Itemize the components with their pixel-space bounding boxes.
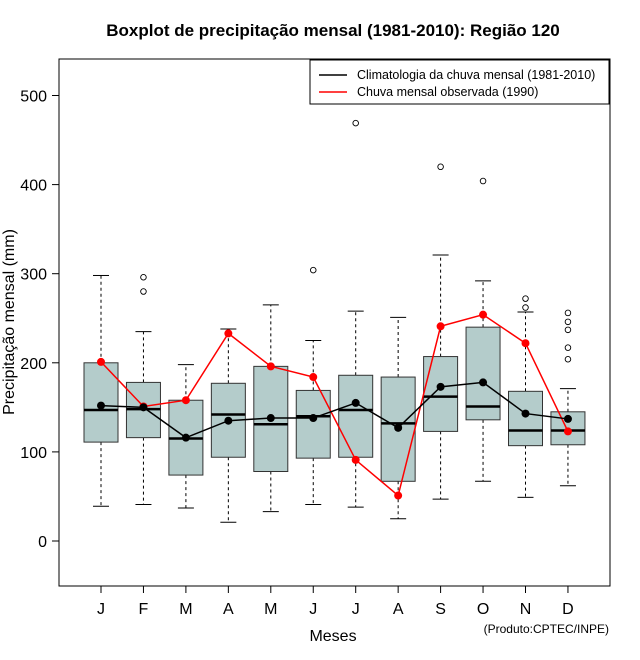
series-point bbox=[394, 423, 403, 432]
x-tick-label: J bbox=[309, 601, 317, 618]
box-12 bbox=[550, 309, 586, 487]
box-iqr bbox=[423, 356, 459, 432]
x-tick-label: F bbox=[139, 601, 149, 618]
legend-label-observed: Chuva mensal observada (1990) bbox=[357, 85, 538, 99]
y-tick-label: 0 bbox=[38, 534, 47, 551]
outlier-point bbox=[140, 288, 147, 295]
outlier-point bbox=[352, 119, 359, 127]
series-point bbox=[139, 403, 148, 412]
outlier-point bbox=[522, 295, 529, 302]
plot-frame bbox=[58, 58, 611, 587]
y-axis-label: Precipitação mensal (mm) bbox=[1, 229, 18, 415]
box-2 bbox=[125, 274, 161, 505]
series-point bbox=[266, 414, 275, 423]
outlier-point bbox=[479, 177, 487, 185]
y-tick-label: 300 bbox=[20, 267, 47, 284]
series-point bbox=[224, 329, 233, 338]
x-tick-label: O bbox=[477, 601, 489, 618]
outlier-point bbox=[564, 309, 572, 317]
y-tick-label: 500 bbox=[20, 89, 47, 106]
series-point bbox=[181, 433, 190, 442]
series-lines bbox=[97, 310, 572, 500]
y-tick-label: 100 bbox=[20, 445, 47, 462]
outlier-point bbox=[564, 355, 572, 363]
outlier-point bbox=[564, 326, 572, 334]
credit-text: (Produto:CPTEC/INPE) bbox=[484, 622, 609, 636]
x-tick-label: D bbox=[562, 601, 574, 618]
box-9 bbox=[423, 163, 459, 500]
series-point bbox=[266, 362, 275, 371]
series-point bbox=[97, 357, 105, 366]
series-point bbox=[309, 373, 318, 382]
series-line bbox=[100, 313, 569, 497]
boxes bbox=[83, 119, 586, 523]
box-11 bbox=[508, 295, 543, 498]
chart-title: Boxplot de precipitação mensal (1981-201… bbox=[106, 21, 560, 40]
outlier-point bbox=[437, 163, 444, 171]
series-point bbox=[309, 414, 318, 423]
x-tick-label: A bbox=[393, 601, 404, 618]
x-axis-label: Meses bbox=[309, 628, 356, 645]
series-point bbox=[224, 416, 233, 425]
x-tick-label: N bbox=[520, 601, 532, 618]
series-point bbox=[563, 414, 572, 423]
series-point bbox=[479, 310, 488, 319]
series-point bbox=[351, 398, 360, 407]
box-iqr bbox=[465, 326, 501, 421]
series-point bbox=[181, 396, 190, 405]
box-iqr bbox=[295, 389, 331, 459]
series-point bbox=[521, 339, 530, 348]
box-5 bbox=[253, 304, 289, 513]
box-iqr bbox=[338, 374, 374, 458]
series-point bbox=[436, 322, 445, 331]
box-6 bbox=[295, 266, 331, 505]
legend-label-climatology: Climatologia da chuva mensal (1981-2010) bbox=[357, 68, 595, 82]
series-line bbox=[100, 381, 569, 439]
box-iqr bbox=[508, 390, 543, 447]
series-climatology bbox=[97, 378, 572, 442]
series-point bbox=[436, 382, 445, 391]
series-point bbox=[563, 427, 572, 436]
series-observed bbox=[97, 310, 572, 500]
series-point bbox=[521, 409, 530, 418]
series-point bbox=[351, 455, 360, 464]
x-tick-label: A bbox=[223, 601, 234, 618]
legend: Climatologia da chuva mensal (1981-2010)… bbox=[309, 59, 610, 105]
box-8 bbox=[380, 316, 416, 520]
x-tick-label: J bbox=[352, 601, 360, 618]
box-1 bbox=[83, 274, 119, 507]
series-point bbox=[97, 401, 105, 410]
legend-box bbox=[309, 59, 610, 105]
outlier-point bbox=[310, 266, 317, 274]
series-point bbox=[394, 491, 403, 500]
x-tick-label: M bbox=[179, 601, 192, 618]
x-tick-label: M bbox=[264, 601, 277, 618]
x-tick-label: J bbox=[97, 601, 105, 618]
outlier-point bbox=[522, 304, 529, 311]
outlier-point bbox=[564, 318, 572, 326]
y-tick-label: 200 bbox=[20, 356, 47, 373]
series-point bbox=[479, 378, 488, 387]
y-tick-label: 400 bbox=[20, 178, 47, 195]
outlier-point bbox=[564, 344, 572, 351]
outlier-point bbox=[140, 274, 147, 281]
y-axis: 0 100 200 300 400 500 bbox=[20, 89, 59, 551]
box-7 bbox=[338, 119, 374, 508]
x-tick-label: S bbox=[435, 601, 446, 618]
box-10 bbox=[465, 177, 501, 482]
